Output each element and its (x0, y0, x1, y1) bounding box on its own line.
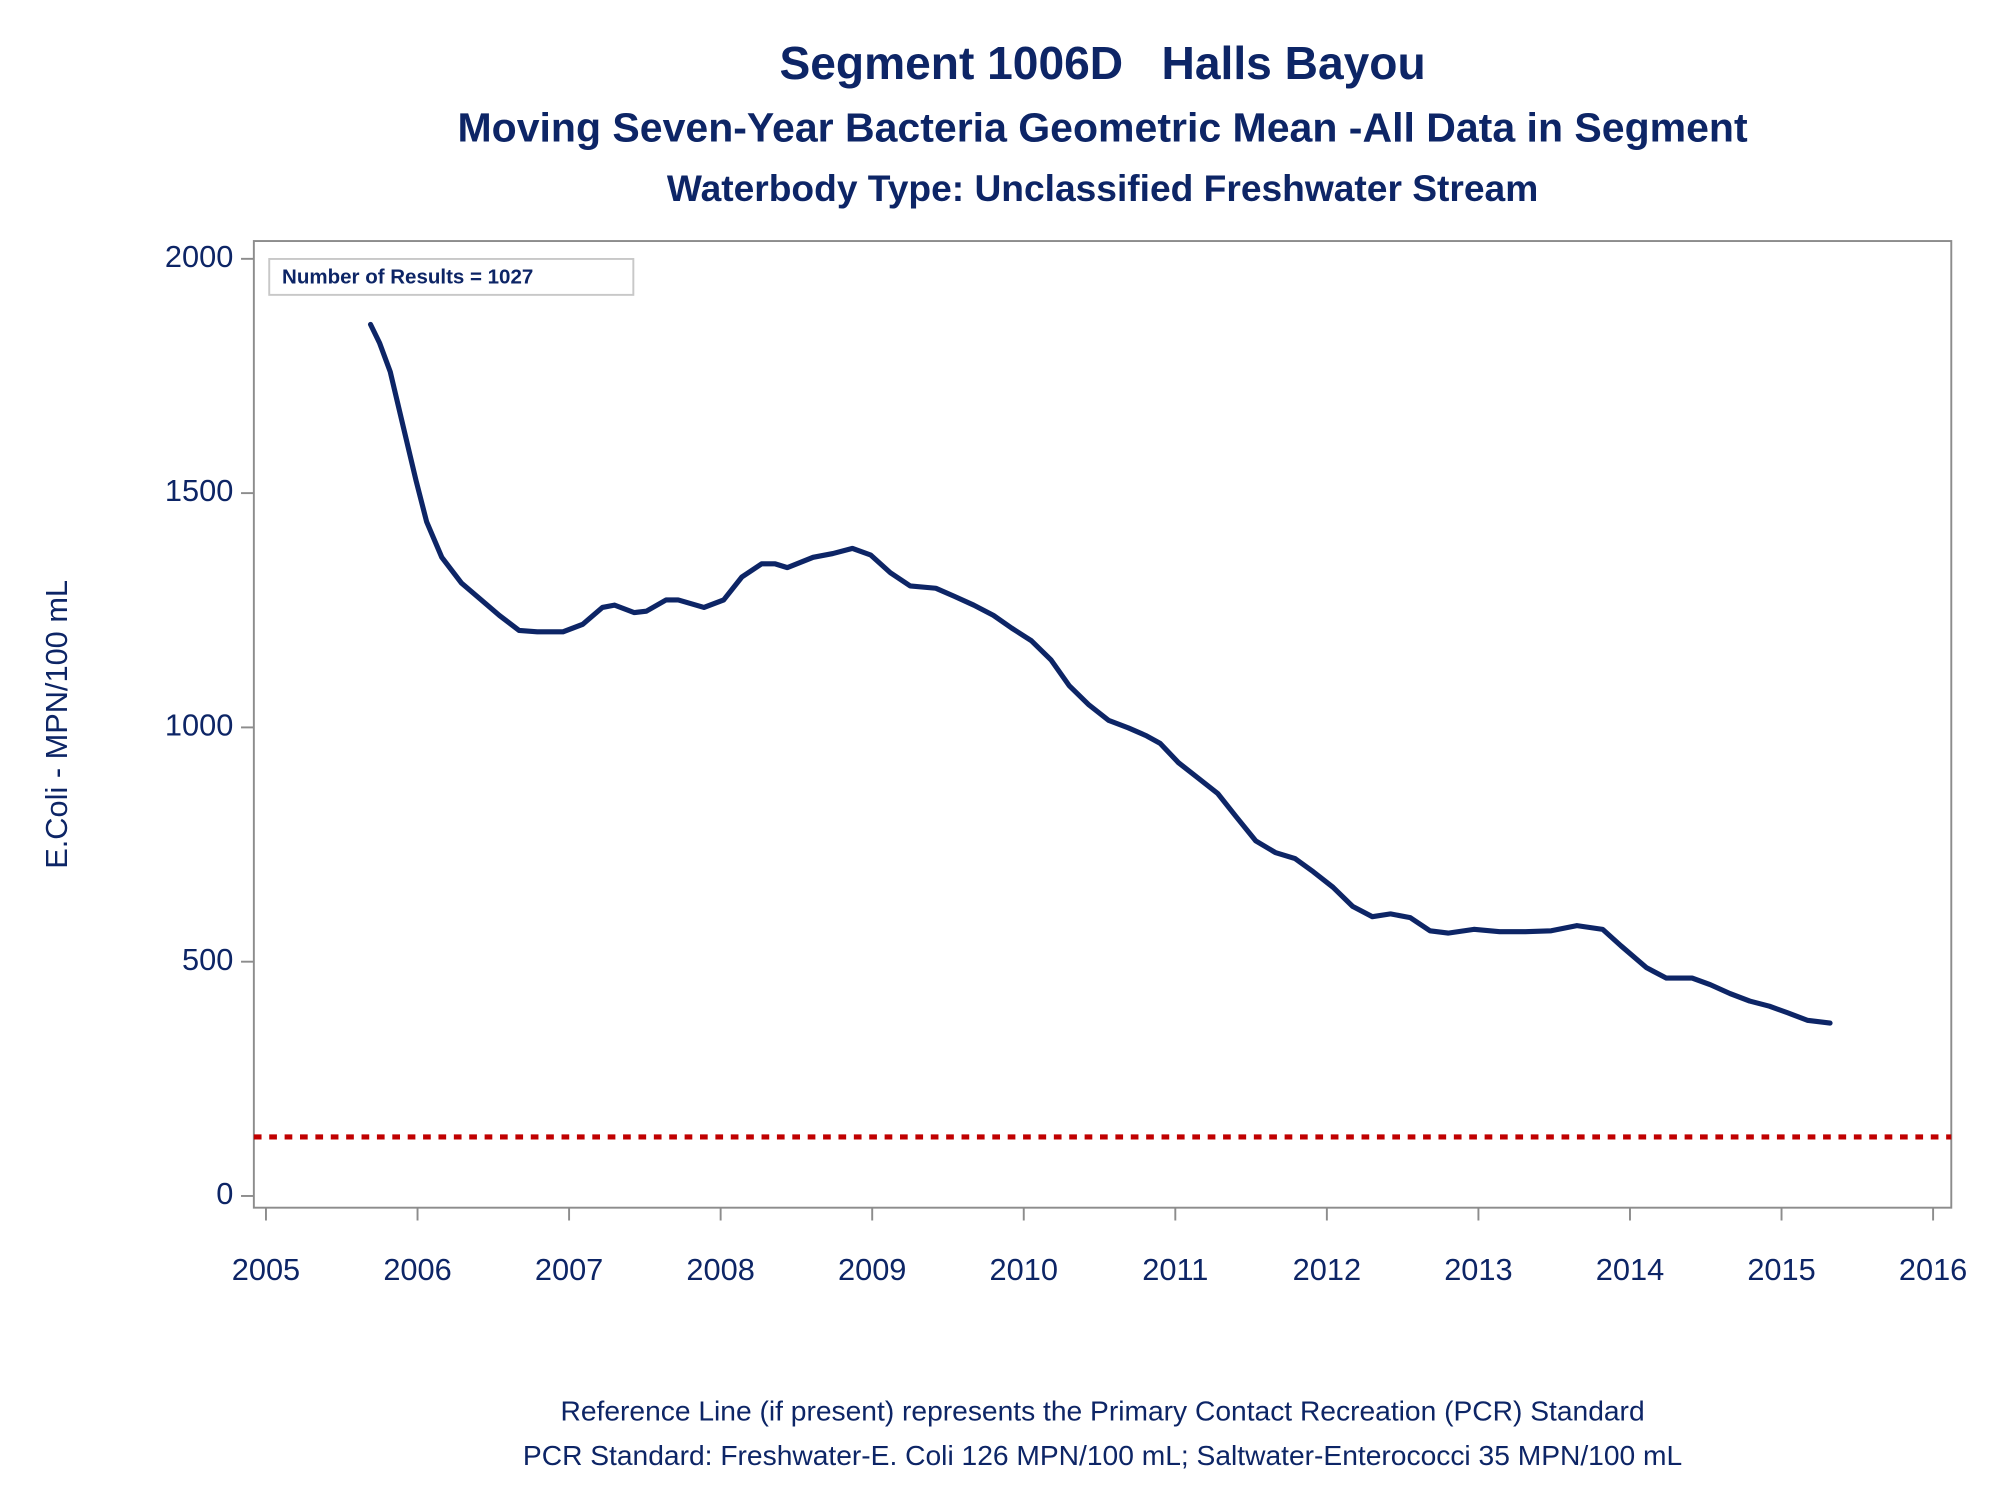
x-tick-label: 2013 (1444, 1252, 1512, 1287)
y-tick-label: 500 (182, 942, 233, 977)
plot-frame (252, 240, 1953, 1209)
chart-subtitle: Moving Seven-Year Bacteria Geometric Mea… (458, 105, 1748, 151)
annotation: Number of Results = 1027 (282, 266, 533, 289)
x-tick-label: 2015 (1747, 1252, 1815, 1287)
footnote: Reference Line (if present) represents t… (560, 1394, 1644, 1426)
data-line (367, 321, 1833, 1026)
chart-title: Segment 1006D Halls Bayou (779, 37, 1425, 89)
x-tick-label: 2011 (1142, 1252, 1208, 1287)
x-tick-label: 2014 (1596, 1252, 1664, 1287)
y-tick-label: 2000 (165, 239, 233, 274)
chart-subtitle: Waterbody Type: Unclassified Freshwater … (667, 167, 1538, 209)
x-tick-label: 2008 (686, 1252, 754, 1287)
x-tick-label: 2005 (232, 1252, 300, 1287)
x-tick-label: 2010 (990, 1252, 1058, 1287)
x-tick-label: 2012 (1293, 1252, 1361, 1287)
x-tick-label: 2009 (838, 1252, 906, 1287)
y-axis-label: E.Coli - MPN/100 mL (39, 580, 74, 869)
y-tick-label: 0 (216, 1176, 233, 1211)
x-tick-label: 2016 (1899, 1252, 1967, 1287)
y-tick-label: 1500 (165, 473, 233, 508)
y-tick-label: 1000 (165, 708, 233, 743)
x-tick-label: 2006 (383, 1252, 451, 1287)
annotation-box (268, 258, 635, 296)
x-tick-label: 2007 (535, 1252, 603, 1287)
footnote: PCR Standard: Freshwater-E. Coli 126 MPN… (523, 1439, 1682, 1471)
